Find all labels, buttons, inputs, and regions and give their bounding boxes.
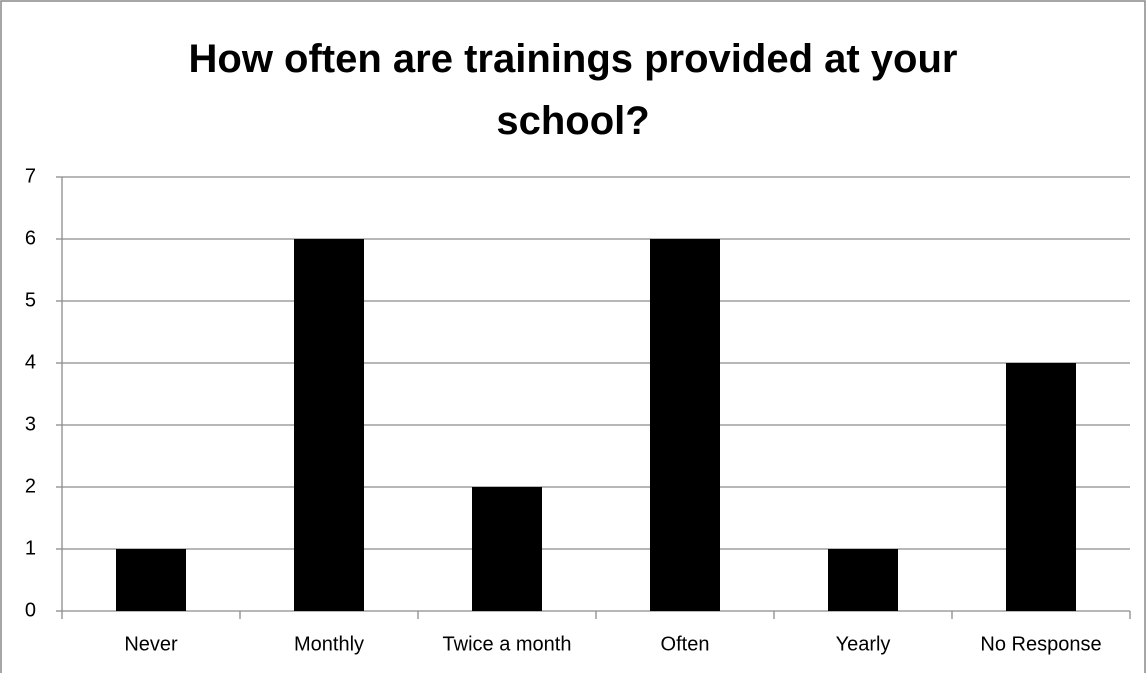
- y-tick-label: 0: [25, 599, 36, 621]
- x-tick-label: Yearly: [836, 633, 891, 655]
- x-tick-label: Often: [661, 633, 710, 655]
- bar: [828, 549, 898, 611]
- y-tick-label: 4: [25, 351, 36, 373]
- bar: [294, 239, 364, 611]
- y-tick-label: 3: [25, 413, 36, 435]
- bar: [650, 239, 720, 611]
- y-tick-label: 2: [25, 475, 36, 497]
- bar: [1006, 363, 1076, 611]
- y-tick-label: 6: [25, 227, 36, 249]
- x-tick-label: Monthly: [294, 633, 364, 655]
- x-tick-label: No Response: [980, 633, 1101, 655]
- chart-title: How often are trainings provided at your…: [188, 37, 958, 143]
- bar: [116, 549, 186, 611]
- y-tick-label: 7: [25, 165, 36, 187]
- x-tick-label: Twice a month: [443, 633, 572, 655]
- x-tick-label: Never: [124, 633, 178, 655]
- bar: [472, 487, 542, 611]
- y-tick-label: 1: [25, 537, 36, 559]
- y-tick-label: 5: [25, 289, 36, 311]
